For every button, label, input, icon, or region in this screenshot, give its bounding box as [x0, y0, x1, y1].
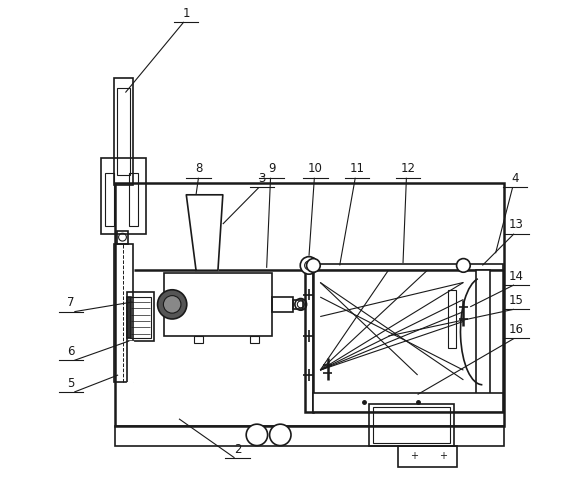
Text: 14: 14 — [509, 270, 524, 282]
Circle shape — [269, 424, 291, 446]
Bar — [113, 78, 133, 185]
Bar — [448, 290, 456, 348]
Bar — [113, 244, 133, 382]
Bar — [130, 297, 151, 338]
Circle shape — [300, 257, 318, 274]
Circle shape — [164, 296, 181, 313]
Text: 5: 5 — [67, 377, 74, 390]
Polygon shape — [127, 341, 133, 382]
Bar — [115, 183, 505, 426]
Bar — [129, 173, 138, 226]
Circle shape — [457, 259, 470, 272]
Bar — [313, 270, 503, 412]
Bar — [313, 393, 503, 412]
Bar — [164, 273, 272, 336]
Bar — [398, 446, 457, 467]
Text: 8: 8 — [195, 163, 202, 175]
Text: 9: 9 — [268, 163, 275, 175]
Bar — [373, 407, 450, 443]
Text: 6: 6 — [67, 345, 74, 358]
Bar — [127, 292, 154, 341]
Bar — [272, 297, 293, 312]
Text: 15: 15 — [509, 294, 524, 307]
Bar — [250, 336, 260, 343]
Text: +: + — [439, 451, 447, 461]
Bar — [476, 270, 489, 412]
Bar — [117, 88, 130, 175]
Bar — [115, 426, 505, 446]
Text: 3: 3 — [258, 172, 265, 185]
Bar — [304, 268, 313, 412]
Text: 7: 7 — [67, 297, 74, 309]
Text: 13: 13 — [509, 219, 524, 231]
Text: 1: 1 — [183, 7, 190, 19]
Bar — [127, 297, 131, 338]
Bar — [293, 300, 303, 309]
Text: 4: 4 — [511, 172, 519, 185]
Text: +: + — [410, 451, 418, 461]
Bar — [117, 231, 128, 244]
Bar — [313, 264, 503, 270]
Bar — [105, 173, 113, 226]
Text: 16: 16 — [509, 323, 524, 336]
Circle shape — [307, 259, 320, 272]
Bar — [101, 158, 146, 234]
Text: 2: 2 — [234, 443, 241, 455]
Bar — [369, 404, 454, 446]
Text: 10: 10 — [308, 163, 323, 175]
Text: 11: 11 — [349, 163, 364, 175]
Circle shape — [246, 424, 268, 446]
Text: 12: 12 — [400, 163, 416, 175]
Polygon shape — [186, 195, 223, 270]
Circle shape — [158, 290, 187, 319]
Bar — [194, 336, 203, 343]
